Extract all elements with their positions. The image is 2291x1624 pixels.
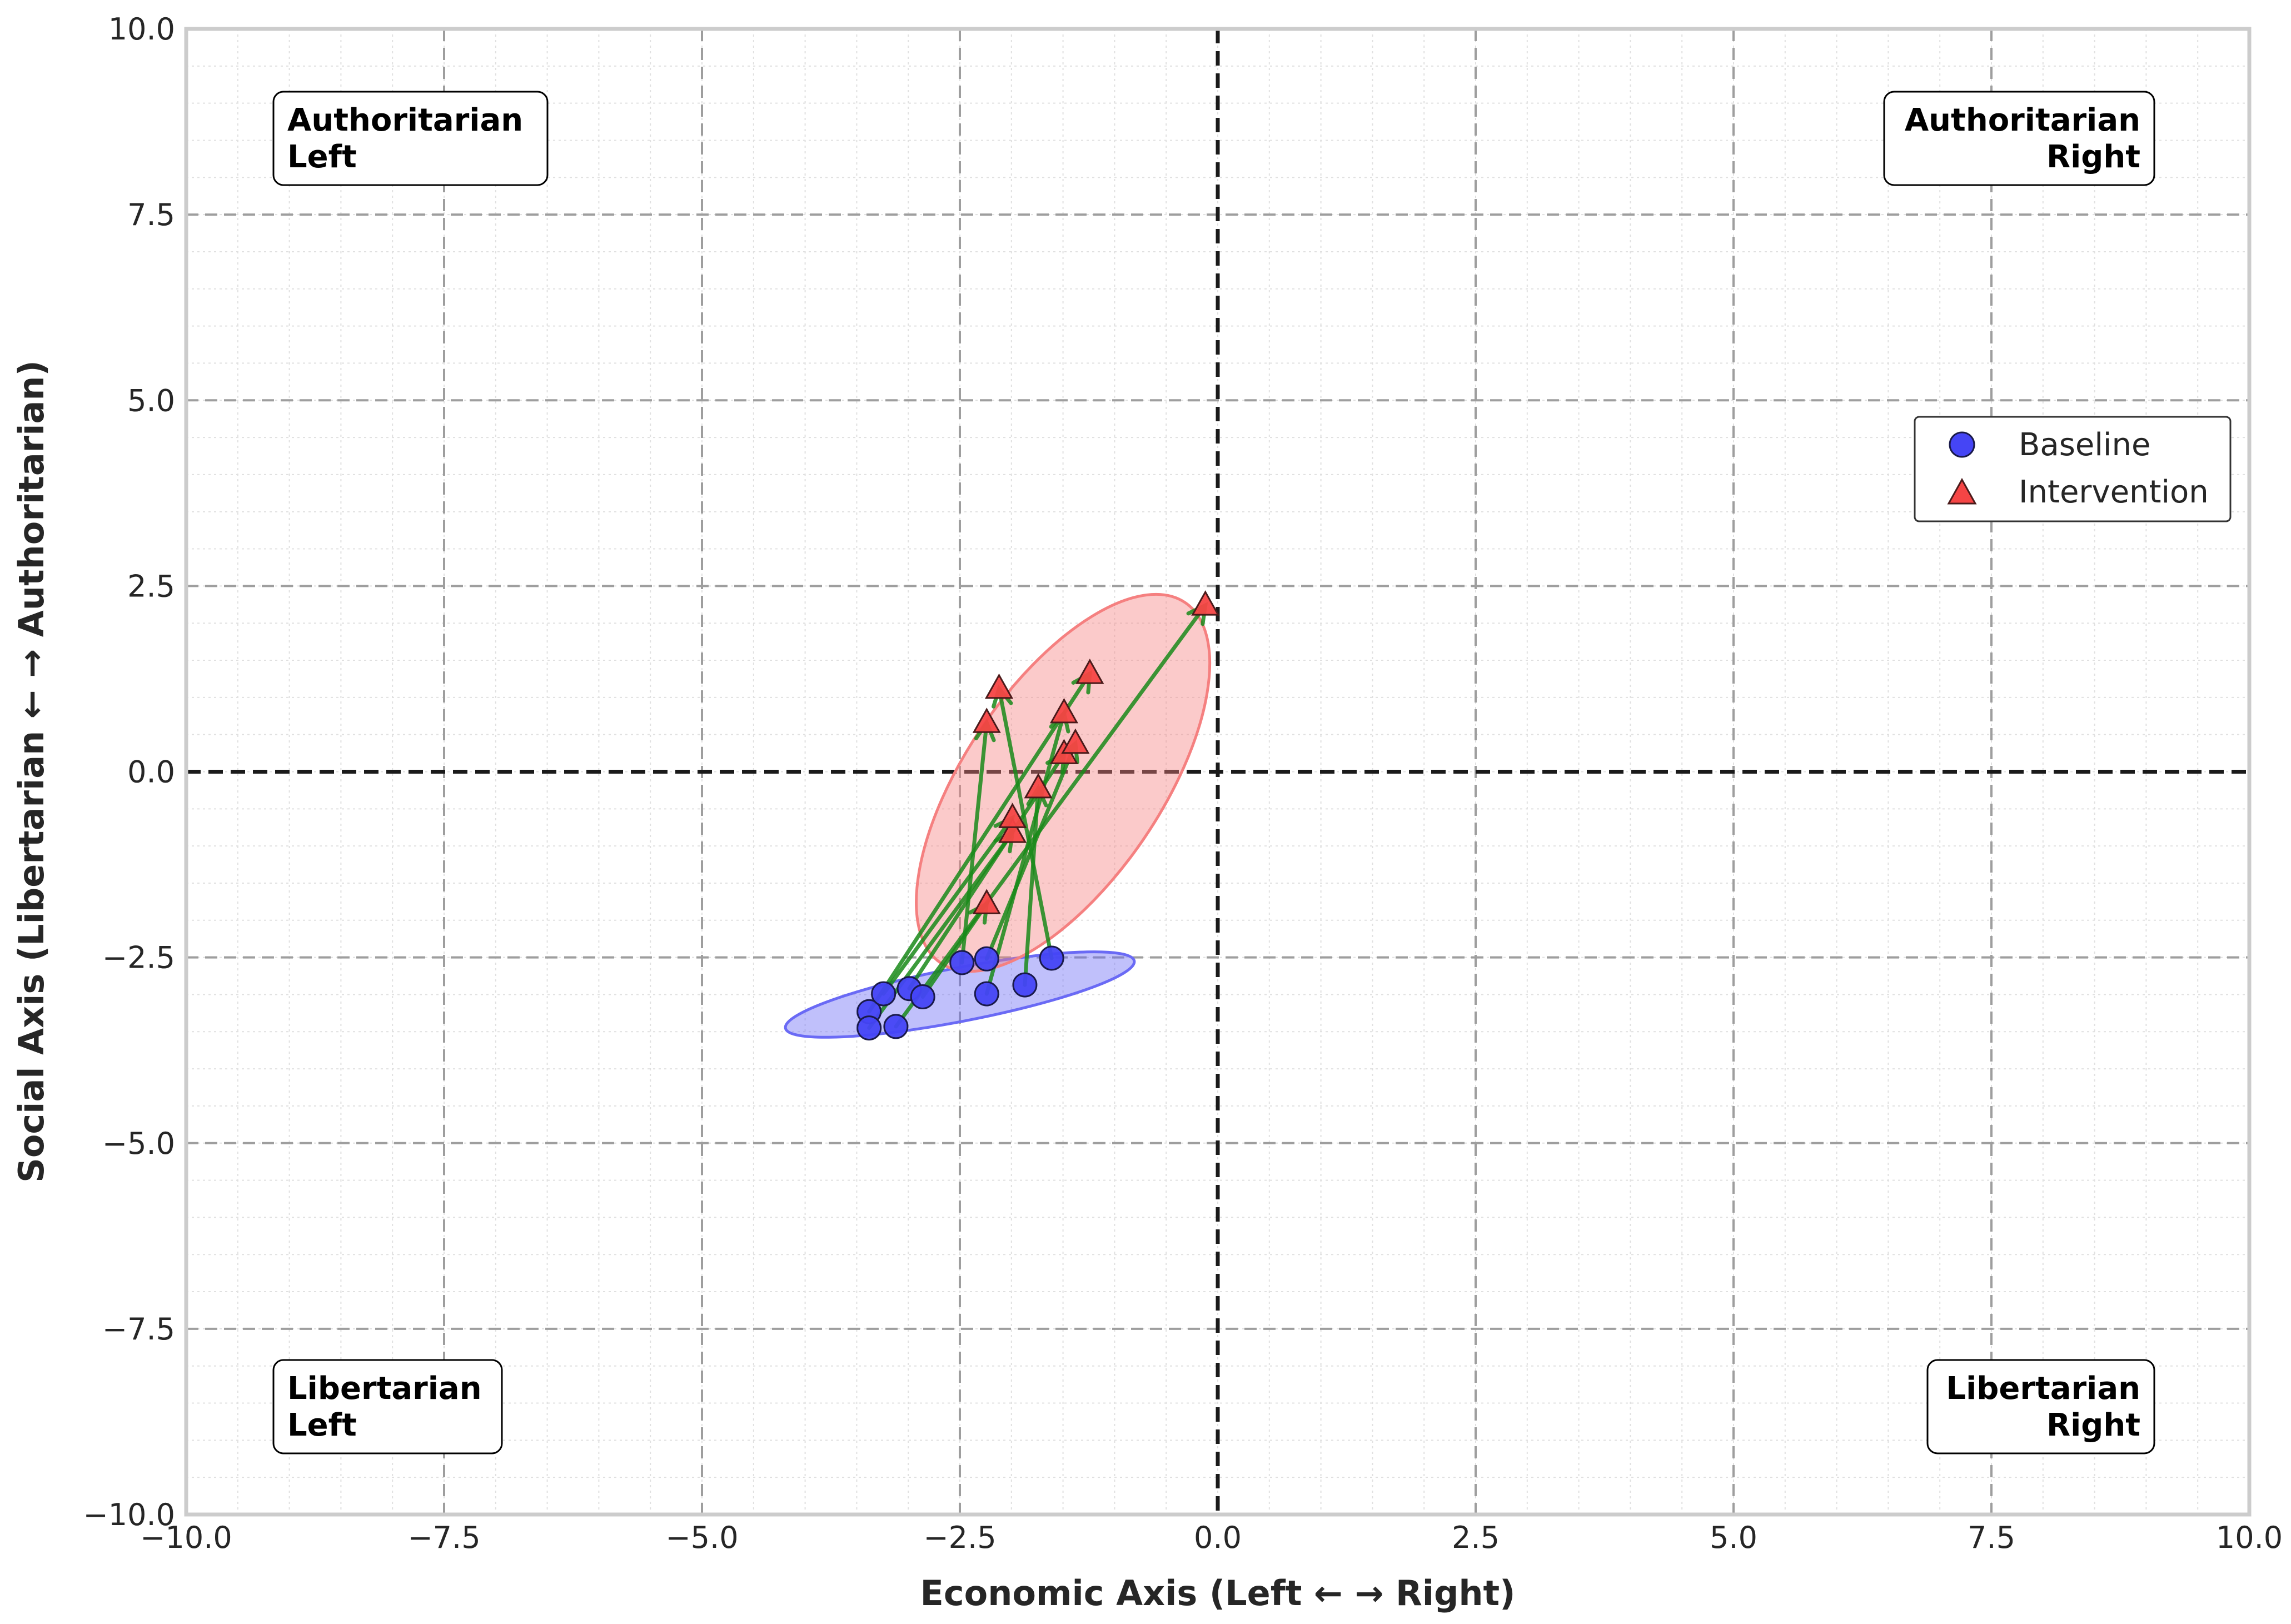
quadrant-label-text: Authoritarian: [287, 102, 523, 138]
shift-arrow-line: [1023, 786, 1040, 987]
y-tick-label: 7.5: [127, 197, 175, 232]
baseline-point: [974, 946, 999, 972]
y-tick-label: −2.5: [102, 940, 175, 975]
intervention-point: [972, 708, 1001, 733]
quadrant-label-text: Authoritarian: [1905, 102, 2140, 138]
quadrant-label-text: Left: [287, 139, 357, 175]
x-tick-label: 0.0: [1194, 1520, 1242, 1555]
intervention-point: [998, 818, 1027, 843]
x-tick-label: 5.0: [1710, 1520, 1757, 1555]
shift-arrow-line: [894, 603, 1208, 1029]
quadrant-label-box: [1883, 91, 2155, 186]
shift-arrow-line: [960, 720, 989, 965]
intervention-point: [984, 673, 1014, 699]
x-tick-label: 7.5: [1968, 1520, 2015, 1555]
baseline-point: [910, 984, 935, 1009]
baseline-series: [856, 945, 1064, 1041]
quadrant-label-text: Right: [2046, 1407, 2140, 1443]
intervention-point: [1061, 728, 1090, 754]
y-tick-label: 0.0: [127, 755, 175, 790]
zero-lines: [186, 29, 2249, 1515]
intervention-point: [972, 889, 1001, 914]
baseline-point: [883, 1014, 909, 1039]
baseline-point: [871, 981, 897, 1007]
baseline-point: [974, 981, 999, 1007]
legend-intervention-label: Intervention: [2019, 474, 2209, 510]
quadrant-label-text: Right: [2046, 139, 2140, 175]
baseline-point: [1039, 945, 1064, 971]
legend-baseline-marker: [1949, 431, 1975, 458]
x-tick-label: −7.5: [407, 1520, 480, 1555]
legend-intervention-marker: [1947, 477, 1977, 505]
legend: Baseline Intervention: [1914, 416, 2232, 522]
intervention-point: [1024, 773, 1053, 799]
y-tick-labels: −10.0 −7.5 −5.0 −2.5 0.0 2.5 5.0 7.5 10.0: [83, 12, 175, 1532]
x-axis-label: Economic Axis (Left ← → Right): [920, 1573, 1516, 1613]
shift-arrow-line: [997, 686, 1054, 960]
x-tick-label: −2.5: [923, 1520, 996, 1555]
shift-arrow-line: [881, 815, 1015, 996]
shift-arrow-line: [867, 671, 1092, 1014]
x-tick-labels: −10.0 −7.5 −5.0 −2.5 0.0 2.5 5.0 7.5 10.0: [140, 1520, 2283, 1555]
quadrant-label-text: Left: [287, 1407, 357, 1443]
quadrant-label-box: [272, 1359, 503, 1454]
x-tick-label: 2.5: [1452, 1520, 1500, 1555]
plot-frame: [184, 27, 2252, 1517]
legend-box: [1914, 416, 2232, 522]
y-tick-label: −5.0: [102, 1126, 175, 1161]
quadrant-label-text: Libertarian: [287, 1371, 482, 1407]
intervention-point: [1191, 590, 1220, 616]
y-tick-label: 10.0: [108, 12, 175, 47]
baseline-point: [1012, 972, 1038, 998]
x-tick-label: −10.0: [140, 1520, 232, 1555]
y-tick-label: 2.5: [127, 569, 175, 604]
y-tick-label: 5.0: [127, 383, 175, 418]
baseline-point: [949, 950, 975, 975]
baseline-point: [856, 1015, 882, 1041]
y-tick-label: −7.5: [102, 1312, 175, 1347]
x-tick-label: −5.0: [665, 1520, 738, 1555]
legend-baseline-label: Baseline: [2019, 427, 2150, 463]
quadrant-label-box: [272, 91, 549, 186]
x-tick-label: 10.0: [2216, 1520, 2283, 1555]
shift-arrow-line: [984, 741, 1078, 961]
intervention-point: [1075, 659, 1104, 684]
quadrant-label-text: Libertarian: [1946, 1371, 2140, 1407]
y-tick-label: −10.0: [83, 1497, 175, 1532]
y-axis-label: Social Axis (Libertarian ← → Authoritari…: [11, 360, 52, 1183]
intervention-point: [1049, 698, 1079, 724]
intervention-point: [998, 803, 1027, 828]
quadrant-labels: AuthoritarianLeftAuthoritarianRightLiber…: [272, 91, 2155, 1454]
quadrant-label-box: [1926, 1359, 2155, 1454]
intervention-series: [972, 590, 1220, 914]
